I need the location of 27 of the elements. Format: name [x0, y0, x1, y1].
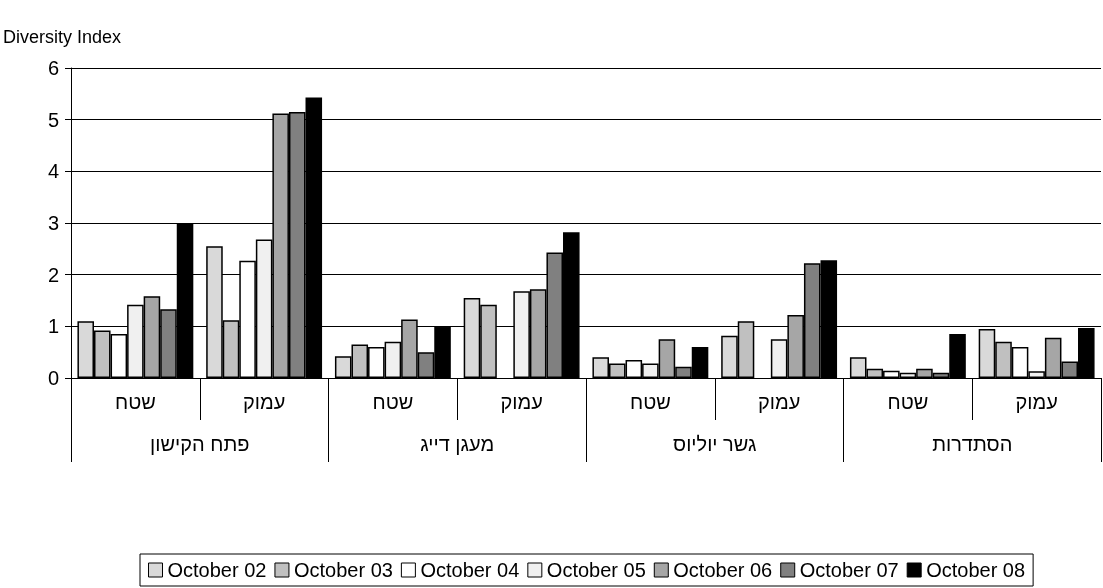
legend-label: October 08	[926, 559, 1026, 581]
x-tick-label: שטח	[629, 391, 671, 413]
legend-label: October 03	[293, 559, 393, 581]
x-tick-label: עמוק	[1015, 391, 1058, 413]
x-tick-label: שטח	[114, 391, 156, 413]
x-tick-label: עמוק	[757, 391, 801, 413]
y-tick-label: 4	[47, 160, 59, 183]
text: פתח הקישון	[150, 433, 250, 455]
legend-label: October 05	[546, 559, 646, 581]
y-axis-title: Diversity Index	[3, 27, 122, 47]
text: מעגן דייג	[420, 433, 495, 455]
legend-label: October 04	[420, 559, 520, 581]
text: גשר יוליוס	[673, 433, 757, 455]
legend-label: October 02	[167, 559, 267, 581]
y-tick-label: 3	[47, 212, 59, 234]
text: הסתדרות	[932, 433, 1013, 455]
y-tick-label: 6	[47, 57, 59, 79]
y-tick-label: 0	[47, 367, 59, 389]
y-tick-label: 1	[47, 315, 59, 338]
x-tick-label: עמוק	[242, 391, 286, 413]
y-tick-label: 5	[47, 108, 59, 131]
legend-label: October 07	[799, 559, 899, 581]
x-tick-label: שטח	[887, 391, 929, 413]
y-tick-label: 2	[47, 263, 59, 286]
x-tick-label: עמוק	[500, 391, 543, 413]
legend-label: October 06	[673, 559, 773, 581]
x-tick-label: שטח	[372, 391, 414, 413]
